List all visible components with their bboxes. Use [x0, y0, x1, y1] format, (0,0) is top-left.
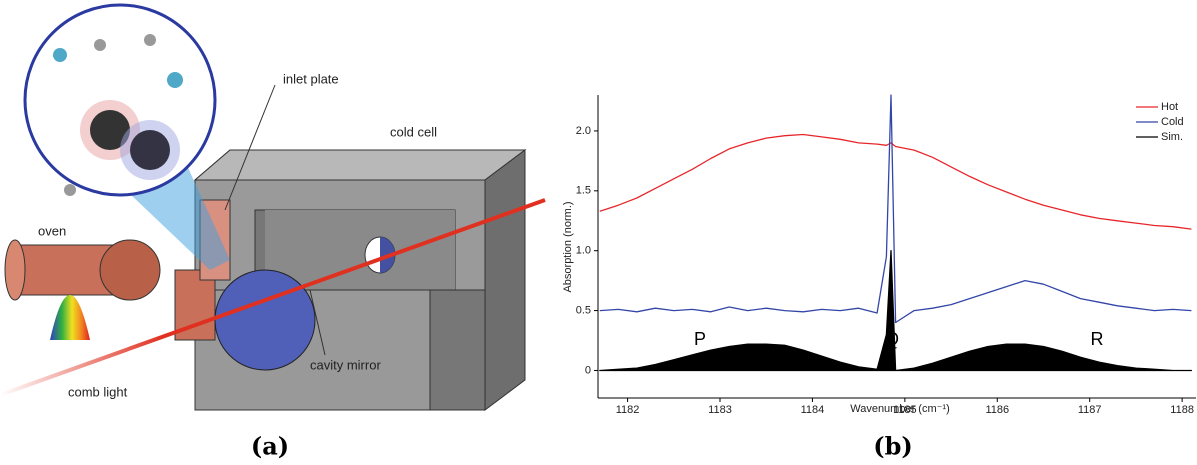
x-tick-label: 1188: [1170, 404, 1194, 416]
diagram-label: oven: [38, 223, 66, 238]
y-tick-label: 1.0: [576, 245, 591, 257]
diagram-label: cavity mirror: [310, 357, 381, 372]
apparatus-diagram: inlet plate cold cell oven cavity mirror…: [0, 3, 546, 461]
caption: (a): [251, 432, 289, 461]
diagram-label: cold cell: [390, 124, 437, 139]
legend-label: Hot: [1161, 101, 1178, 113]
y-tick-label: 0.5: [576, 304, 591, 316]
y-axis-label: Absorption (norm.): [562, 201, 574, 292]
spectrum-chart: (b) Wavenumber (cm⁻¹) Absorption (norm.)…: [562, 94, 1196, 461]
annotation: R: [1091, 329, 1104, 349]
x-tick-label: 1184: [801, 404, 825, 416]
y-tick-label: 2.0: [576, 125, 591, 137]
series-line: [599, 133, 1192, 230]
y-tick-label: 0: [585, 364, 591, 376]
x-tick-label: 1183: [708, 404, 732, 416]
x-tick-label: 1186: [985, 404, 1009, 416]
x-tick-label: 1185: [893, 404, 917, 416]
diagram-label: inlet plate: [283, 71, 339, 86]
legend-label: Cold: [1161, 116, 1184, 128]
x-axis-label: Wavenumber (cm⁻¹): [850, 403, 950, 415]
x-tick-label: 1182: [616, 404, 640, 416]
y-tick-label: 1.5: [576, 185, 591, 197]
series-line: [599, 94, 1192, 324]
caption: (b): [873, 432, 913, 461]
legend-label: Sim.: [1161, 131, 1183, 143]
series-line: [599, 250, 1193, 372]
annotation: P: [694, 329, 706, 349]
diagram-label: comb light: [68, 384, 128, 399]
x-tick-label: 1187: [1078, 404, 1102, 416]
